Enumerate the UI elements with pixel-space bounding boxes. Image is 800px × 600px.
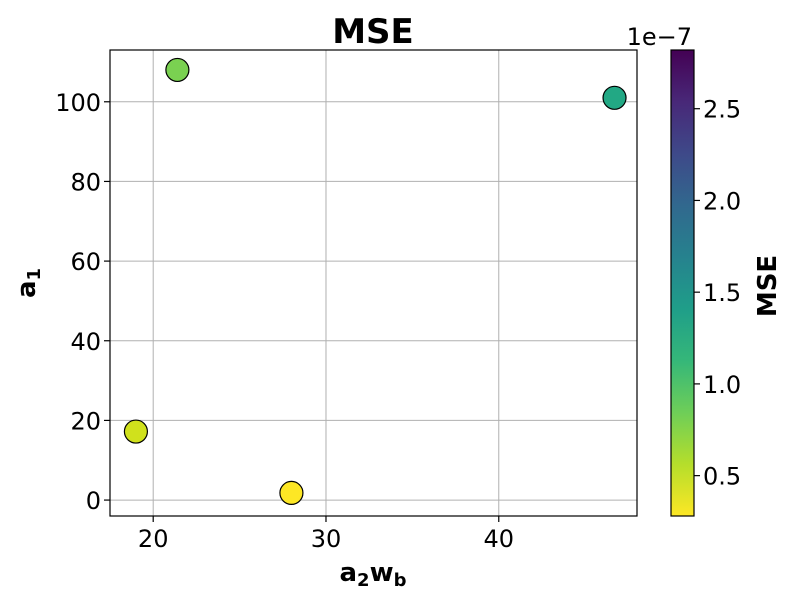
x-tick-label: 20 bbox=[138, 525, 169, 553]
y-tick-label: 80 bbox=[70, 168, 101, 196]
chart-title: MSE bbox=[332, 12, 414, 52]
x-tick-label: 30 bbox=[311, 525, 342, 553]
data-point bbox=[165, 57, 190, 83]
colorbar-gradient bbox=[671, 50, 694, 516]
y-axis-ticks: 0 20 40 60 80 100 bbox=[55, 89, 110, 515]
colorbar-tick-label: 2.0 bbox=[703, 187, 741, 215]
x-axis-ticks: 20 30 40 bbox=[138, 516, 514, 553]
x-axis-title-base: a bbox=[340, 558, 358, 588]
x-axis-title: a2wb bbox=[340, 558, 407, 591]
x-axis-title-base-subscript: 2 bbox=[357, 570, 370, 591]
colorbar-multiplier: 1e−7 bbox=[627, 23, 692, 51]
data-points bbox=[123, 57, 627, 505]
colorbar-tick-label: 2.5 bbox=[703, 96, 741, 124]
y-tick-label: 20 bbox=[70, 407, 101, 435]
colorbar-label: MSE bbox=[753, 255, 783, 317]
y-tick-label: 60 bbox=[70, 248, 101, 276]
data-point bbox=[279, 480, 304, 505]
y-tick-label: 0 bbox=[86, 487, 101, 515]
x-axis-title-rest: w bbox=[370, 558, 394, 588]
colorbar-frame bbox=[670, 49, 695, 517]
colorbar-tick-label: 1.5 bbox=[703, 279, 741, 307]
data-point bbox=[602, 85, 627, 110]
plot-area: 20 30 40 0 20 40 60 80 100 bbox=[55, 49, 638, 553]
plot-frame bbox=[109, 49, 638, 517]
colorbar-ticks: 0.5 1.0 1.5 2.0 2.5 bbox=[694, 96, 741, 491]
y-axis-title-subscript: 1 bbox=[24, 268, 45, 281]
data-point bbox=[123, 419, 149, 444]
y-axis-title-base: a bbox=[12, 280, 42, 298]
colorbar: 0.5 1.0 1.5 2.0 2.5 1e−7 MSE bbox=[627, 23, 783, 517]
y-tick-label: 100 bbox=[55, 89, 101, 117]
colorbar-tick-label: 0.5 bbox=[703, 463, 741, 491]
x-axis-title-rest-subscript: b bbox=[394, 570, 407, 591]
y-tick-label: 40 bbox=[70, 328, 101, 356]
y-axis-title: a1 bbox=[12, 268, 45, 298]
colorbar-tick-label: 1.0 bbox=[703, 371, 741, 399]
grid bbox=[110, 50, 637, 516]
x-tick-label: 40 bbox=[483, 525, 514, 553]
